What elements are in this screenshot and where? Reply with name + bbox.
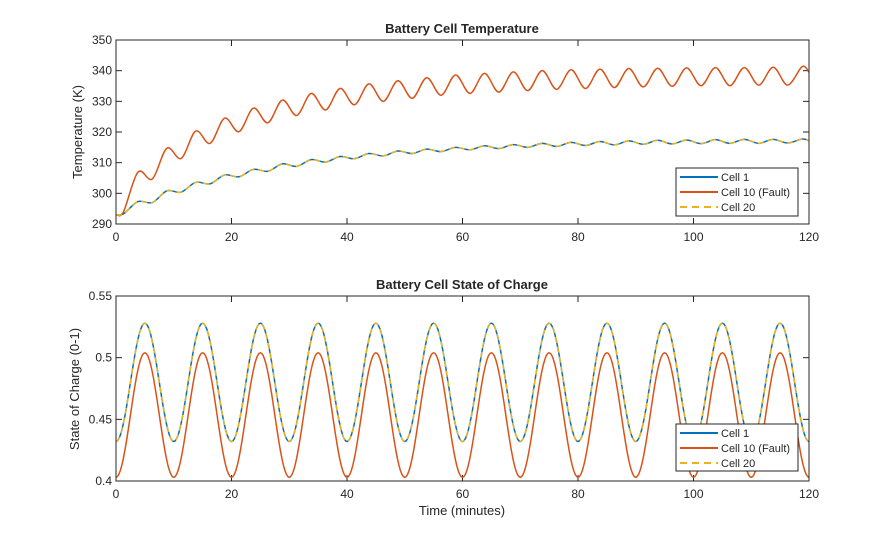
x-tick-label: 0 [113,487,120,501]
y-tick-label: 320 [92,125,112,139]
temperature-axes-frame [115,39,810,225]
x-tick-label: 80 [571,230,585,244]
legend-label-cell-20: Cell 20 [721,202,755,214]
y-tick-label: 350 [92,33,112,47]
y-tick-label: 0.4 [95,474,112,488]
legend-label-cell-10: Cell 10 (Fault) [721,187,790,199]
soc-chart-title: Battery Cell State of Charge [376,277,548,292]
series-cell-10-fault [116,351,809,479]
temperature-chart: Battery Cell Temperature Temperature (K)… [70,21,819,244]
temperature-y-axis-label: Temperature (K) [70,85,85,179]
temperature-lines [116,65,809,217]
soc-y-axis-label: State of Charge (0-1) [67,328,82,450]
legend-label-cell-20: Cell 20 [721,458,755,470]
x-tick-label: 120 [799,230,819,244]
series-cell-20 [116,138,809,216]
soc-y-ticks: 0.4 0.45 0.5 0.55 [89,289,809,488]
y-tick-label: 340 [92,64,112,78]
legend-label-cell-1: Cell 1 [721,172,749,184]
x-tick-label: 20 [225,230,239,244]
soc-chart: Battery Cell State of Charge State of Ch… [67,277,819,518]
temperature-x-ticks: 0 20 40 60 80 100 120 [113,40,819,244]
series-cell-10-fault [116,65,809,217]
x-tick-label: 0 [113,230,120,244]
y-tick-label: 0.45 [89,412,113,426]
x-tick-label: 100 [683,230,703,244]
y-tick-label: 310 [92,156,112,170]
temperature-y-ticks: 290 300 310 320 330 340 350 [92,33,809,231]
x-tick-label: 100 [683,487,703,501]
x-tick-label: 120 [799,487,819,501]
x-tick-label: 60 [456,487,470,501]
legend-label-cell-1: Cell 1 [721,428,749,440]
y-tick-label: 0.5 [95,351,112,365]
x-tick-label: 80 [571,487,585,501]
temperature-chart-title: Battery Cell Temperature [385,21,539,36]
x-tick-label: 40 [340,487,354,501]
temperature-legend: Cell 1 Cell 10 (Fault) Cell 20 [675,167,799,217]
y-tick-label: 330 [92,94,112,108]
soc-axes-frame [115,295,810,482]
x-tick-label: 20 [225,487,239,501]
x-tick-label: 60 [456,230,470,244]
y-tick-label: 290 [92,217,112,231]
legend-label-cell-10: Cell 10 (Fault) [721,443,790,455]
soc-legend: Cell 1 Cell 10 (Fault) Cell 20 [675,423,799,472]
soc-x-axis-label: Time (minutes) [419,503,505,518]
y-tick-label: 300 [92,186,112,200]
y-tick-label: 0.55 [89,289,113,303]
x-tick-label: 40 [340,230,354,244]
